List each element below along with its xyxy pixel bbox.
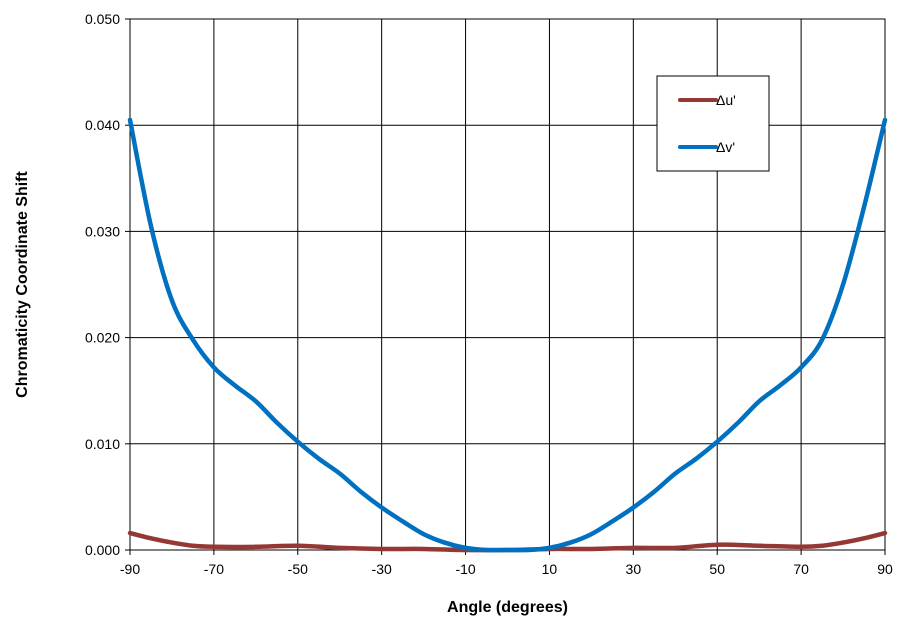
y-tick-label: 0.040 xyxy=(85,117,120,133)
x-tick-label: 70 xyxy=(793,561,809,577)
grid xyxy=(125,18,886,555)
legend-label-dv: Δv' xyxy=(716,139,735,155)
x-tick-labels: -90 -70 -50 -30 -10 10 30 50 70 90 xyxy=(120,561,893,577)
y-axis-title: Chromaticity Coordinate Shift xyxy=(14,170,31,397)
plot-area xyxy=(129,18,886,551)
x-tick-label: -50 xyxy=(288,561,308,577)
series-du-line xyxy=(127,530,888,553)
x-tick-label: 90 xyxy=(877,561,893,577)
y-tick-label: 0.030 xyxy=(85,223,120,239)
legend-label-du: Δu' xyxy=(716,92,736,108)
x-tick-label: 10 xyxy=(542,561,558,577)
x-axis-title: Angle (degrees) xyxy=(447,599,568,616)
x-tick-label: -30 xyxy=(372,561,392,577)
y-tick-label: 0.010 xyxy=(85,436,120,452)
y-tick-labels: 0.000 0.010 0.020 0.030 0.040 0.050 xyxy=(85,11,120,558)
y-tick-label: 0.000 xyxy=(85,542,120,558)
legend: Δu' Δv' xyxy=(656,75,770,172)
series-dv-line xyxy=(127,117,888,553)
x-tick-label: -70 xyxy=(204,561,224,577)
x-tick-label: -10 xyxy=(455,561,475,577)
legend-box xyxy=(656,75,770,172)
y-tick-label: 0.050 xyxy=(85,11,120,27)
x-tick-label: -90 xyxy=(120,561,140,577)
series-layer xyxy=(127,117,888,553)
x-tick-label: 50 xyxy=(709,561,725,577)
y-tick-label: 0.020 xyxy=(85,330,120,346)
x-tick-label: 30 xyxy=(626,561,642,577)
